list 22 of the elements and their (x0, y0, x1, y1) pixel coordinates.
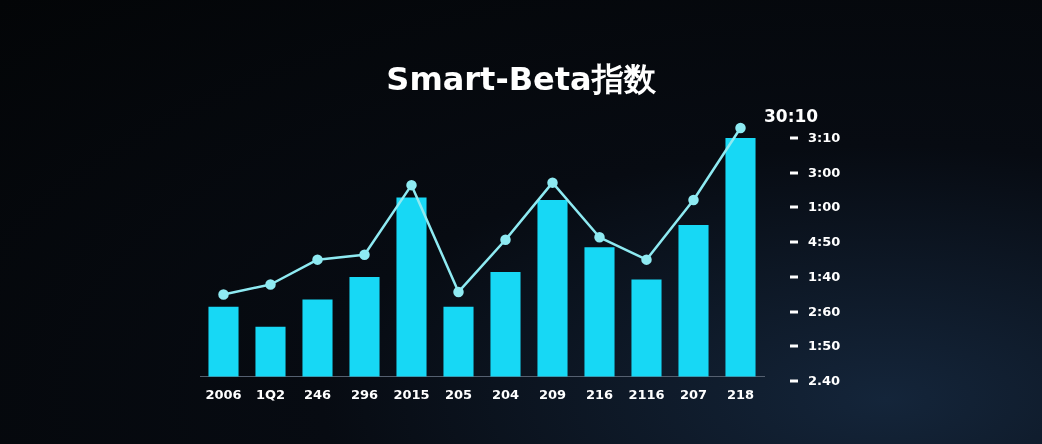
text: 3:10 (790, 129, 841, 145)
text: 1:50 (790, 337, 841, 353)
x-tick-label: 205 (444, 386, 473, 402)
text: 30:10 (764, 106, 819, 126)
x-tick-label: 207 (679, 386, 708, 402)
x-tick-label: 2006 (205, 386, 242, 402)
chart-title: Smart-Beta指数 (385, 59, 657, 100)
text: 3:00 (790, 164, 841, 180)
x-tick-label: 1Q2 (255, 386, 286, 402)
x-tick-label: 209 (538, 386, 567, 402)
x-tick-label: 246 (303, 386, 332, 402)
x-tick-label: 216 (585, 386, 614, 402)
x-tick-label: 2015 (393, 386, 430, 402)
x-tick-label: 204 (491, 386, 520, 402)
text: 2:60 (790, 303, 841, 319)
text: 2.40 (790, 372, 841, 388)
text: 1:00 (790, 198, 841, 214)
text: 1:40 (790, 268, 841, 284)
x-tick-label: 2116 (628, 386, 665, 402)
x-tick-label: 218 (726, 386, 755, 402)
x-tick-label: 296 (350, 386, 379, 402)
text: 4:50 (790, 233, 841, 249)
